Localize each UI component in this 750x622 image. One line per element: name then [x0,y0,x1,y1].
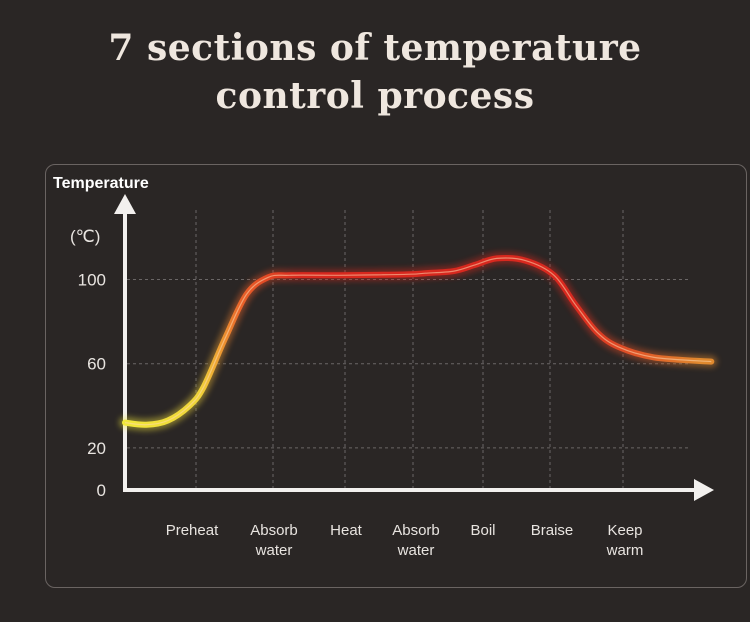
title-line-2: control process [215,75,535,117]
x-axis-arrow [694,479,714,501]
page-title: 7 sections of temperature control proces… [0,24,750,120]
y-tick-label: 0 [97,481,106,500]
x-category-label: Braise [531,522,574,539]
y-axis-label: Temperature [53,175,149,192]
axes [114,194,714,501]
x-category-label: Keep warm [606,522,644,559]
series-layer [119,252,718,431]
grid-lines [127,210,690,488]
y-axis-arrow [114,194,136,214]
labels: Temperature (℃) 0 20 60 100 Preheat Absorb water… [53,175,643,559]
x-category-label: Heat [330,522,363,539]
y-tick-label: 20 [87,439,106,458]
x-category-label: Preheat [166,522,219,539]
y-axis-unit: (℃) [70,227,100,246]
series-line-highlight [124,257,712,426]
y-tick-label: 100 [78,271,106,290]
y-tick-label: 60 [87,355,106,374]
x-category-label: Absorb water [250,522,298,559]
x-category-label: Boil [470,522,495,539]
title-line-1: 7 sections of temperature [108,27,642,69]
chart-panel [45,164,747,588]
x-category-label: Absorb water [392,522,440,559]
